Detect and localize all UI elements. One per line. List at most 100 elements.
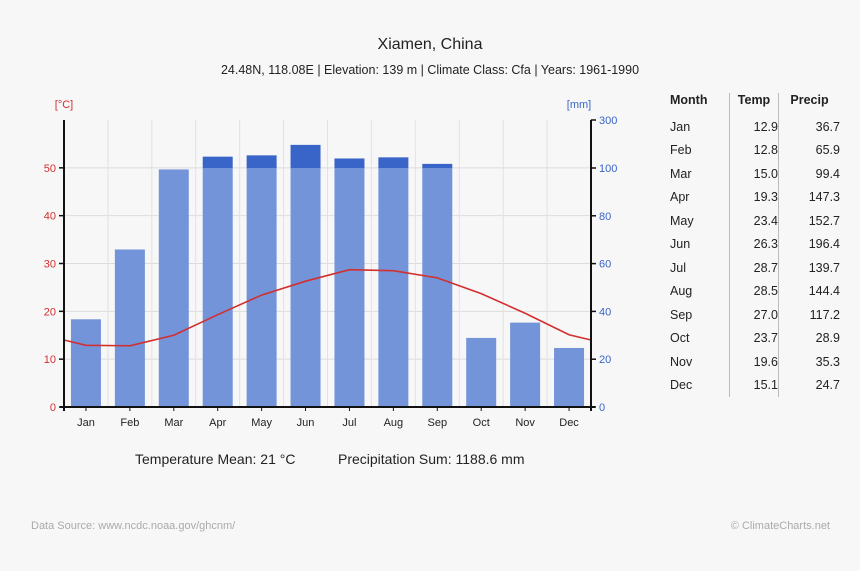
right-tick-label: 100 — [599, 163, 617, 175]
table-cell-precip: 35.3 — [778, 350, 840, 374]
precip-bar — [466, 337, 497, 407]
precip-bar — [158, 169, 189, 407]
table-cell-month: Jan — [670, 119, 691, 134]
climate-chart: 0 10 20 30 40 50 0 20 40 60 80 100 300 Jan Feb Mar Apr Ma… — [44, 99, 618, 429]
table-row: Jan 12.9 36.7 — [660, 115, 840, 139]
x-tick-label: Apr — [209, 417, 226, 429]
x-tick-label: Nov — [515, 417, 535, 429]
x-tick-label: Oct — [473, 417, 490, 429]
temperature-line — [63, 268, 592, 347]
left-axis-label: [°C] — [55, 99, 73, 111]
table-cell-precip: 152.7 — [778, 209, 840, 233]
table-cell-precip: 24.7 — [778, 373, 840, 397]
precip-bar — [246, 168, 277, 407]
precip-bar-excess — [246, 155, 277, 168]
precip-bar — [510, 322, 541, 407]
table-cell-precip: 99.4 — [778, 162, 840, 186]
chart-subtitle: 24.48N, 118.08E | Elevation: 139 m | Cli… — [220, 63, 640, 77]
table-header-row: Month Temp Precip — [660, 93, 840, 115]
right-tick-label: 80 — [599, 211, 611, 223]
table-cell-month: Aug — [670, 284, 693, 299]
precip-bar — [422, 168, 453, 407]
precip-bar-excess — [334, 158, 365, 168]
table-row: Mar 15.0 99.4 — [660, 162, 840, 186]
table-cell-temp: 27.0 — [729, 303, 779, 327]
table-cell-month: Oct — [670, 331, 690, 346]
x-tick-label: Sep — [428, 417, 448, 429]
header-temp: Temp — [729, 93, 779, 115]
left-tick-label: 50 — [44, 163, 56, 175]
table-cell-temp: 28.5 — [729, 279, 779, 303]
table-row: Sep 27.0 117.2 — [660, 303, 840, 327]
table-row: Nov 19.6 35.3 — [660, 350, 840, 374]
table-row: May 23.4 152.7 — [660, 209, 840, 233]
x-tick-label: Dec — [559, 417, 579, 429]
precip-bar-excess — [422, 163, 453, 168]
header-precip: Precip — [778, 93, 840, 115]
table-cell-precip: 65.9 — [778, 138, 840, 162]
table-cell-month: Jun — [670, 237, 691, 252]
x-tick-label: Jan — [77, 417, 95, 429]
left-tick-label: 40 — [44, 211, 56, 223]
right-tick-label: 0 — [599, 402, 605, 414]
precipitation-sum: Precipitation Sum: 1188.6 mm — [338, 451, 525, 467]
right-axis-label: [mm] — [567, 99, 591, 111]
precip-bar-excess — [378, 157, 409, 168]
left-tick-label: 30 — [44, 259, 56, 271]
table-row: Aug 28.5 144.4 — [660, 279, 840, 303]
table-cell-month: Jul — [670, 260, 686, 275]
table-cell-month: Sep — [670, 307, 693, 322]
x-tick-label: Feb — [120, 417, 139, 429]
precip-bar — [114, 249, 145, 407]
table-cell-month: Feb — [670, 143, 692, 158]
header-month: Month — [670, 93, 708, 107]
precip-bar — [554, 347, 585, 407]
table-cell-temp: 15.1 — [729, 373, 779, 397]
data-source: Data Source: www.ncdc.noaa.gov/ghcnm/ — [31, 520, 236, 532]
table-cell-temp: 28.7 — [729, 256, 779, 280]
precip-bar-excess — [290, 144, 321, 168]
left-tick-label: 0 — [50, 402, 56, 414]
table-cell-temp: 12.9 — [729, 115, 779, 139]
table-cell-month: May — [670, 213, 694, 228]
table-cell-month: Nov — [670, 354, 693, 369]
table-row: Oct 23.7 28.9 — [660, 326, 840, 350]
table-row: Feb 12.8 65.9 — [660, 138, 840, 162]
precip-bar — [378, 168, 409, 407]
table-cell-temp: 26.3 — [729, 232, 779, 256]
climate-table: Month Temp Precip Jan 12.9 36.7 Feb 12.8 65.9… — [660, 93, 840, 397]
right-tick-label: 20 — [599, 354, 611, 366]
table-cell-temp: 19.6 — [729, 350, 779, 374]
table-cell-precip: 28.9 — [778, 326, 840, 350]
right-tick-label: 60 — [599, 259, 611, 271]
table-cell-temp: 19.3 — [729, 185, 779, 209]
table-cell-temp: 23.4 — [729, 209, 779, 233]
table-cell-precip: 117.2 — [778, 303, 840, 327]
table-cell-precip: 147.3 — [778, 185, 840, 209]
copyright: © ClimateCharts.net — [730, 520, 830, 532]
temperature-mean: Temperature Mean: 21 °C — [135, 451, 296, 467]
chart-title: Xiamen, China — [377, 36, 483, 53]
table-row: Apr 19.3 147.3 — [660, 185, 840, 209]
table-cell-precip: 139.7 — [778, 256, 840, 280]
precip-bar — [334, 168, 365, 407]
precip-bar — [70, 319, 101, 407]
precip-bar — [290, 168, 321, 407]
x-tick-label: Mar — [164, 417, 183, 429]
x-tick-label: May — [251, 417, 272, 429]
table-cell-temp: 15.0 — [729, 162, 779, 186]
x-tick-label: Jul — [342, 417, 356, 429]
precip-bar — [202, 168, 233, 407]
x-tick-label: Aug — [384, 417, 404, 429]
table-row: Dec 15.1 24.7 — [660, 373, 840, 397]
table-cell-precip: 144.4 — [778, 279, 840, 303]
precip-bar-excess — [202, 156, 233, 168]
table-cell-precip: 36.7 — [778, 115, 840, 139]
table-cell-precip: 196.4 — [778, 232, 840, 256]
left-tick-label: 20 — [44, 306, 56, 318]
left-tick-label: 10 — [44, 354, 56, 366]
x-tick-label: Jun — [297, 417, 315, 429]
table-cell-month: Dec — [670, 378, 693, 393]
table-row: Jul 28.7 139.7 — [660, 256, 840, 280]
table-cell-month: Mar — [670, 166, 692, 181]
